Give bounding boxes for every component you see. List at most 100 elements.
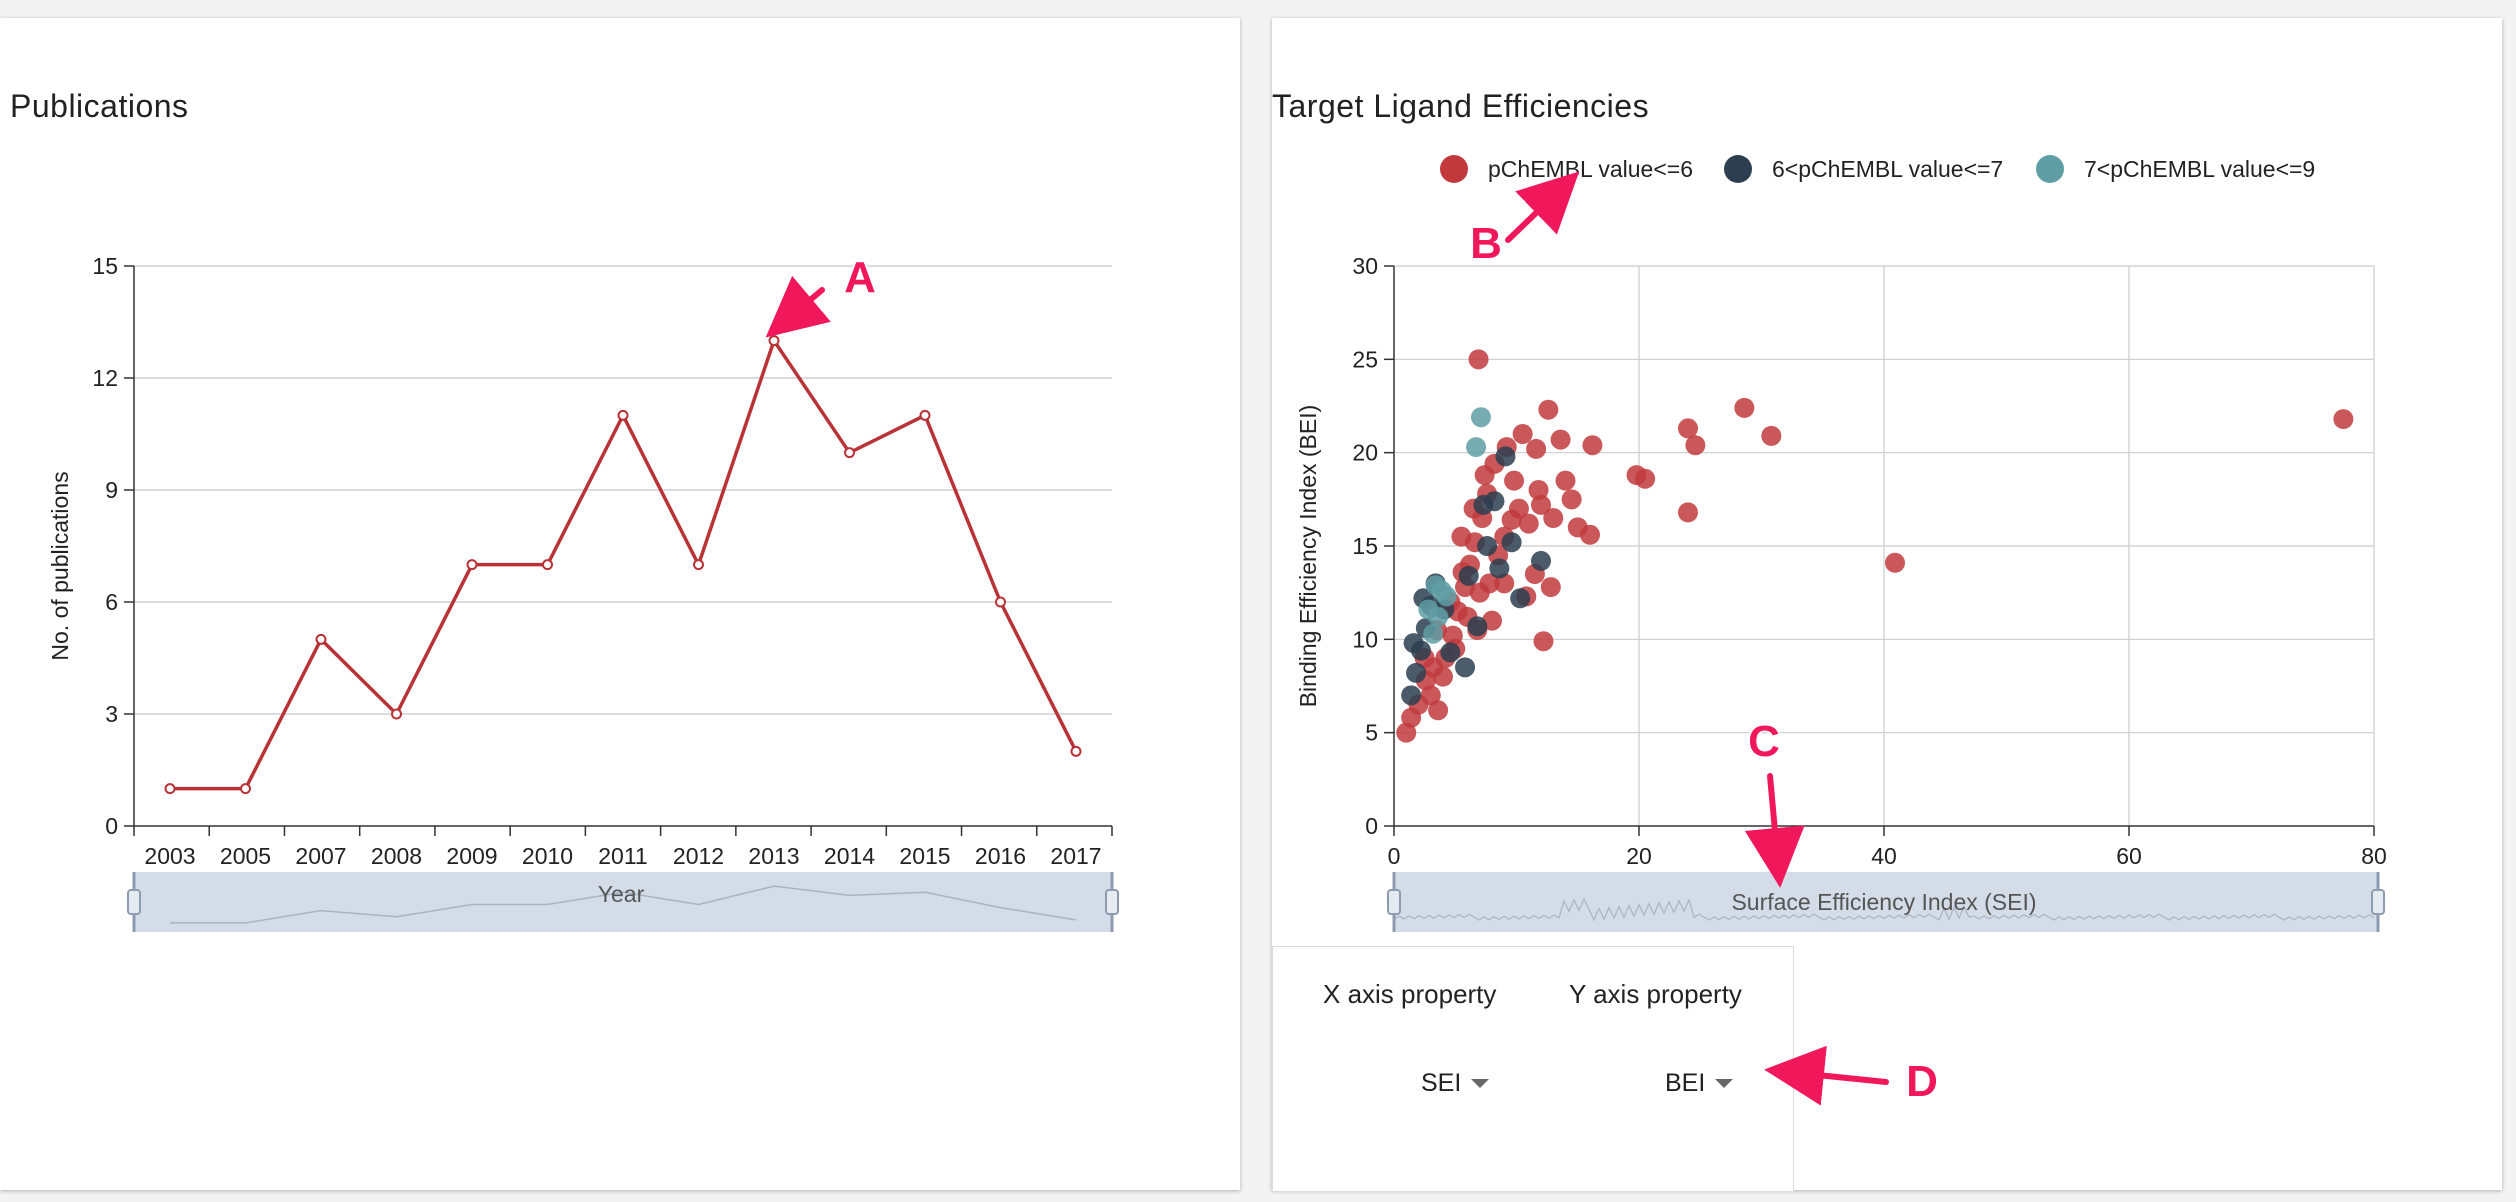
publications-title: Publications (10, 88, 189, 124)
caret-down-icon (1471, 1079, 1490, 1088)
scatter-point (1540, 577, 1561, 598)
publications-series-line (170, 336, 1078, 791)
x-tick-label: 2005 (220, 843, 271, 869)
x-tick-label: 0 (1388, 843, 1401, 869)
scatter-point (1528, 480, 1549, 500)
scatter-point (1466, 437, 1487, 458)
scatter-point (1470, 407, 1491, 428)
x-tick-label: 2010 (522, 843, 573, 869)
scatter-point (1885, 552, 1906, 573)
scatter-point (1510, 588, 1531, 609)
data-point (995, 596, 1006, 608)
scatter-point (1538, 399, 1559, 420)
brush-handle (1387, 889, 1401, 915)
brush-handle (2371, 889, 2385, 915)
scatter-point (1451, 526, 1472, 547)
x-tick-label: 20 (1626, 843, 1652, 869)
scatter-point (1495, 446, 1516, 467)
brush-mini-series (1393, 897, 2375, 922)
data-point (693, 559, 704, 571)
scatter-point (1512, 424, 1533, 444)
scatter-point (1543, 508, 1564, 528)
publications-line-chart: 0 3 6 9 12 15 2003 2005 2007 2008 2009 2010 2011 2012… (47, 253, 1119, 932)
data-point (466, 559, 478, 571)
scatter-point (1423, 623, 1444, 644)
y-tick-label: 10 (1352, 626, 1378, 652)
scatter-point (1418, 599, 1439, 620)
scatter-point (1477, 536, 1498, 556)
data-point (844, 447, 855, 459)
brush-handle (127, 889, 141, 915)
x-tick-label: 2011 (598, 843, 647, 869)
range-brush (1394, 872, 2378, 932)
scatter-point (1678, 418, 1698, 439)
x-tick-label: 60 (2116, 843, 2142, 869)
legend-entry-label: 6<pChEMBL value<=7 (1772, 156, 2003, 182)
legend-entry-label: pChEMBL value<=6 (1488, 156, 1693, 182)
data-point (240, 783, 251, 795)
data-point (768, 335, 780, 347)
y-axis-property-select[interactable]: BEI (1665, 1069, 1734, 1098)
ligand-efficiency-title: Target Ligand Efficiencies (1272, 88, 1650, 124)
scatter-point (1474, 465, 1495, 486)
legend-marker (1724, 155, 1752, 183)
y-axis-label: Binding Efficiency Index (BEI) (1295, 405, 1321, 708)
range-brush (134, 872, 1112, 932)
scatter-point (1635, 468, 1656, 489)
legend-marker (1440, 155, 1468, 183)
data-point (164, 783, 176, 795)
y-tick-label: 20 (1352, 440, 1378, 466)
x-axis-property-label: X axis property (1323, 979, 1497, 1009)
x-tick-label: 40 (1871, 843, 1897, 869)
scatter-point (1533, 631, 1554, 652)
y-axis-property-value: BEI (1665, 1069, 1706, 1097)
scatter-point (1761, 425, 1782, 446)
x-axis-label: Surface Efficiency Index (SEI) (1731, 889, 2036, 915)
scatter-point (1469, 582, 1490, 603)
y-tick-label: 3 (105, 701, 118, 727)
x-tick-label: 2017 (1050, 843, 1101, 869)
y-tick-label: 12 (92, 365, 118, 391)
scatter-point (1458, 565, 1479, 586)
scatter-point (1555, 470, 1576, 491)
legend-marker (2036, 155, 2064, 183)
scatter-point (2333, 409, 2354, 430)
data-point (919, 409, 931, 421)
y-axis-property-label: Y axis property (1569, 979, 1742, 1009)
scatter-point (1501, 532, 1522, 553)
data-point (391, 708, 402, 720)
legend-entry-label: 7<pChEMBL value<=9 (2084, 156, 2315, 182)
y-tick-label: 6 (105, 589, 118, 615)
scatter-point (1420, 685, 1441, 706)
data-point (1070, 745, 1082, 757)
x-tick-label: 2015 (899, 843, 950, 869)
y-tick-label: 5 (1365, 720, 1378, 746)
scatter-point (1406, 662, 1427, 683)
scatter-point (1734, 397, 1755, 418)
x-axis-label: Year (598, 881, 645, 907)
scatter-point (1468, 349, 1489, 370)
y-tick-label: 15 (92, 253, 118, 279)
y-tick-label: 9 (105, 477, 118, 503)
y-tick-label: 15 (1352, 533, 1378, 559)
scatter-point (1504, 470, 1525, 491)
brush-mini-line (170, 885, 1077, 924)
scatter-point (1473, 494, 1494, 515)
data-point (315, 633, 327, 645)
scatter-point (1455, 657, 1476, 678)
scatter-point (1580, 524, 1600, 545)
y-tick-label: 25 (1352, 346, 1378, 372)
scatter-point (1678, 502, 1698, 523)
y-tick-label: 0 (105, 813, 118, 839)
data-point (617, 409, 629, 421)
y-tick-label: 30 (1352, 253, 1378, 279)
x-tick-label: 2007 (295, 843, 346, 869)
scatter-point (1685, 435, 1706, 456)
x-axis-property-select[interactable]: SEI (1421, 1069, 1490, 1098)
scatter-point (1582, 435, 1603, 456)
scatter-point (1526, 438, 1547, 459)
scatter-point (1467, 616, 1488, 637)
x-axis-property-value: SEI (1421, 1069, 1462, 1097)
y-axis-label: No. of publications (47, 471, 73, 660)
scatter-point (1436, 586, 1457, 607)
